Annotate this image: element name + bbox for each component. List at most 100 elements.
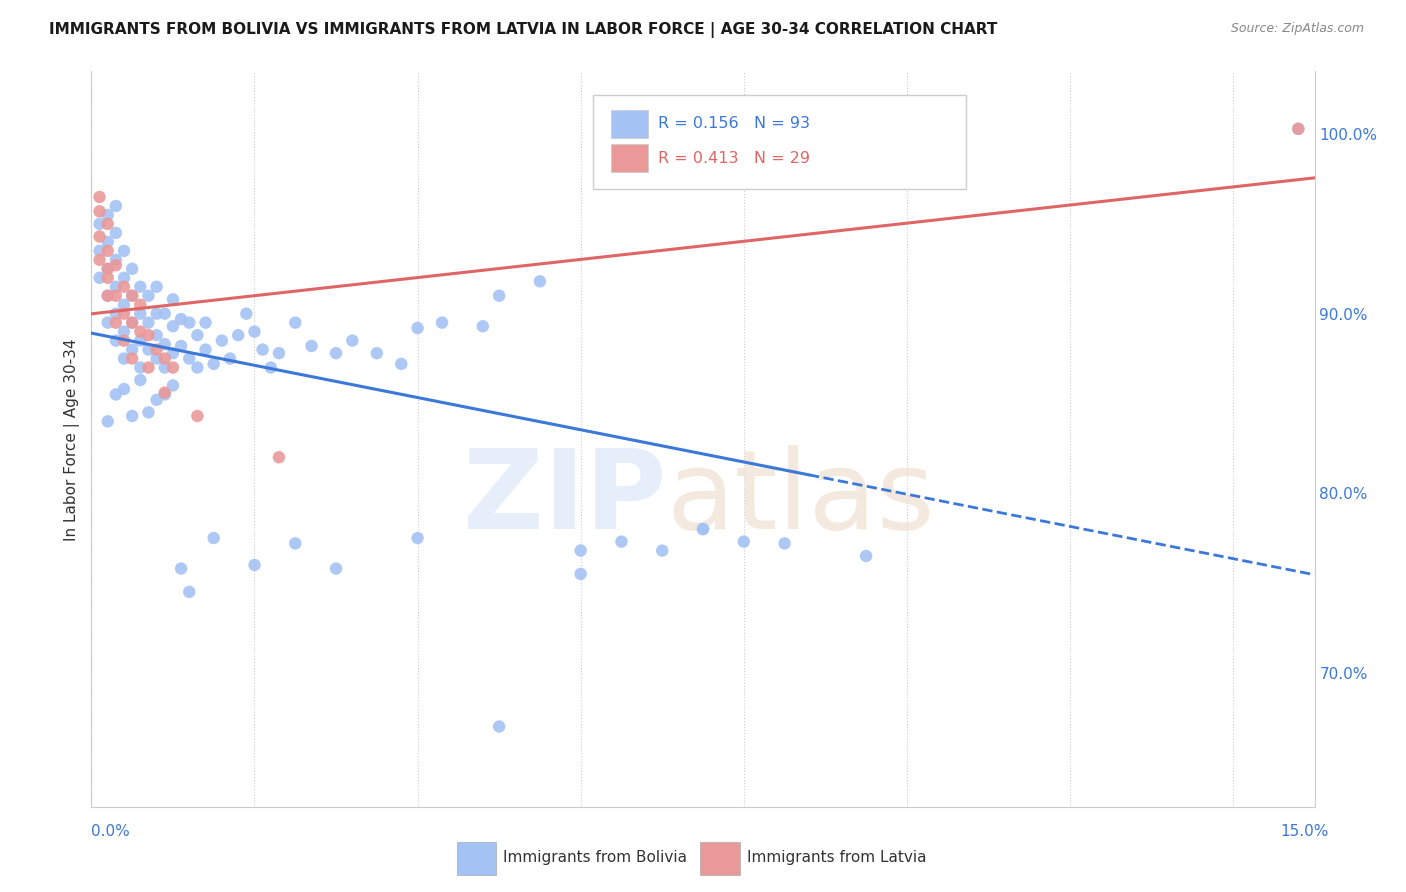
Point <box>112 334 135 348</box>
Point <box>773 536 796 550</box>
Point <box>235 307 257 321</box>
Point <box>226 328 249 343</box>
Point <box>89 244 111 258</box>
Point <box>97 316 120 330</box>
Point <box>112 351 135 366</box>
Point <box>97 235 120 249</box>
Point <box>153 387 176 401</box>
Point <box>145 328 167 343</box>
Point <box>153 360 176 375</box>
Point <box>89 270 111 285</box>
Point <box>243 325 266 339</box>
Point <box>129 360 152 375</box>
Point <box>610 534 633 549</box>
Point <box>138 343 160 357</box>
Point <box>104 289 127 303</box>
Point <box>243 558 266 572</box>
Point <box>284 316 307 330</box>
Point <box>194 316 217 330</box>
Point <box>145 343 167 357</box>
Point <box>692 522 714 536</box>
FancyBboxPatch shape <box>612 145 648 172</box>
Point <box>389 357 412 371</box>
Point <box>179 351 201 366</box>
Point <box>97 270 120 285</box>
Point <box>692 522 714 536</box>
Point <box>170 561 193 575</box>
Point <box>138 405 160 419</box>
Point <box>112 270 135 285</box>
Text: R = 0.156   N = 93: R = 0.156 N = 93 <box>658 116 810 131</box>
Point <box>202 531 225 545</box>
Point <box>129 279 152 293</box>
Point <box>162 293 184 307</box>
Point <box>97 289 120 303</box>
Text: Immigrants from Latvia: Immigrants from Latvia <box>747 850 927 864</box>
Point <box>153 385 176 400</box>
Point <box>366 346 388 360</box>
Point <box>97 244 120 258</box>
Point <box>112 325 135 339</box>
FancyBboxPatch shape <box>700 842 740 875</box>
Text: Immigrants from Bolivia: Immigrants from Bolivia <box>503 850 688 864</box>
Point <box>104 252 127 267</box>
Point <box>406 321 429 335</box>
Point <box>121 351 143 366</box>
Point <box>267 346 290 360</box>
Point <box>162 360 184 375</box>
Point <box>138 316 160 330</box>
Point <box>104 279 127 293</box>
Point <box>179 585 201 599</box>
Point <box>121 261 143 276</box>
Point <box>406 531 429 545</box>
Point <box>121 409 143 423</box>
Point <box>325 561 347 575</box>
Point <box>138 328 160 343</box>
Text: IMMIGRANTS FROM BOLIVIA VS IMMIGRANTS FROM LATVIA IN LABOR FORCE | AGE 30-34 COR: IMMIGRANTS FROM BOLIVIA VS IMMIGRANTS FR… <box>49 22 998 38</box>
Point <box>153 351 176 366</box>
Point <box>284 536 307 550</box>
Point <box>430 316 453 330</box>
Point <box>129 373 152 387</box>
Point <box>89 252 111 267</box>
Point <box>325 346 347 360</box>
FancyBboxPatch shape <box>593 95 966 189</box>
Point <box>651 543 673 558</box>
Point <box>104 316 127 330</box>
Point <box>89 190 111 204</box>
Point <box>162 319 184 334</box>
Point <box>145 351 167 366</box>
Point <box>121 289 143 303</box>
Point <box>104 307 127 321</box>
Point <box>104 387 127 401</box>
Point <box>97 289 120 303</box>
Text: atlas: atlas <box>666 445 935 551</box>
Point <box>153 307 176 321</box>
Text: Source: ZipAtlas.com: Source: ZipAtlas.com <box>1230 22 1364 36</box>
Point <box>202 357 225 371</box>
Point <box>733 534 755 549</box>
Point <box>104 258 127 272</box>
Point <box>186 409 208 423</box>
Point <box>145 279 167 293</box>
Point <box>121 316 143 330</box>
Point <box>569 543 592 558</box>
Point <box>97 261 120 276</box>
Point <box>855 549 877 563</box>
Point <box>194 343 217 357</box>
Text: R = 0.413   N = 29: R = 0.413 N = 29 <box>658 151 810 166</box>
Point <box>129 325 152 339</box>
Point <box>129 307 152 321</box>
FancyBboxPatch shape <box>457 842 496 875</box>
Point <box>97 208 120 222</box>
Point <box>145 307 167 321</box>
Point <box>129 334 152 348</box>
Point <box>267 450 290 465</box>
Point <box>112 307 135 321</box>
Text: 0.0%: 0.0% <box>91 824 131 838</box>
Point <box>211 334 233 348</box>
Point <box>89 204 111 219</box>
Y-axis label: In Labor Force | Age 30-34: In Labor Force | Age 30-34 <box>65 338 80 541</box>
Point <box>342 334 364 348</box>
Point <box>145 392 167 407</box>
